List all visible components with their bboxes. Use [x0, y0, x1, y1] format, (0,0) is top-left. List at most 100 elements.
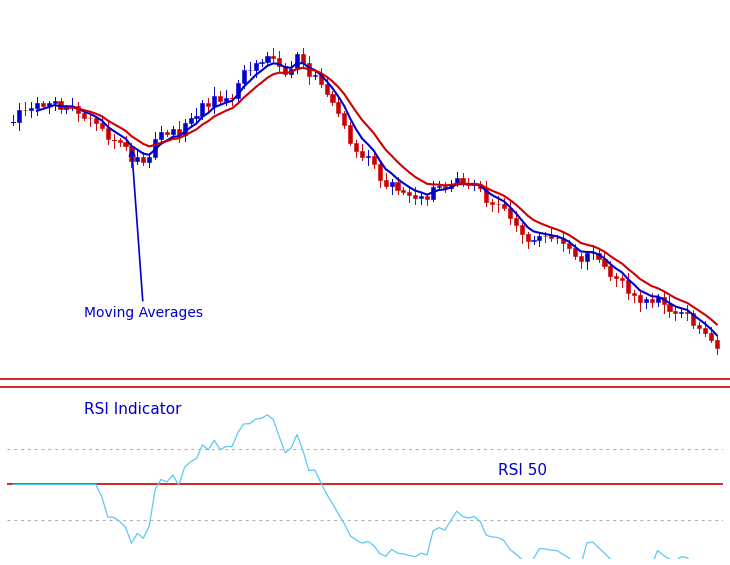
Bar: [82, 113, 86, 118]
Bar: [277, 58, 281, 66]
Bar: [236, 82, 240, 98]
Bar: [53, 101, 57, 103]
Bar: [331, 94, 334, 102]
Bar: [443, 185, 447, 188]
Bar: [490, 202, 494, 203]
Bar: [41, 103, 45, 106]
Bar: [100, 123, 104, 128]
Bar: [626, 280, 630, 293]
Bar: [377, 164, 382, 180]
Bar: [354, 144, 358, 151]
Bar: [502, 204, 506, 207]
Bar: [200, 103, 204, 116]
Bar: [419, 196, 423, 198]
Bar: [295, 54, 299, 69]
Bar: [608, 266, 612, 276]
Bar: [691, 313, 695, 325]
Bar: [650, 299, 654, 302]
Bar: [390, 182, 393, 186]
Bar: [17, 110, 21, 122]
Bar: [259, 62, 264, 63]
Bar: [35, 103, 39, 108]
Bar: [697, 325, 701, 328]
Bar: [472, 184, 477, 185]
Text: Moving Averages: Moving Averages: [84, 151, 203, 320]
Bar: [360, 151, 364, 157]
Bar: [224, 98, 228, 101]
Bar: [141, 157, 145, 162]
Bar: [135, 157, 139, 160]
Bar: [266, 56, 269, 62]
Bar: [614, 276, 618, 278]
Bar: [673, 311, 677, 314]
Bar: [402, 190, 405, 192]
Bar: [537, 236, 542, 240]
Bar: [567, 243, 571, 248]
Bar: [177, 129, 181, 136]
Bar: [253, 63, 258, 70]
Bar: [579, 257, 583, 261]
Bar: [407, 192, 412, 195]
Bar: [94, 118, 98, 123]
Bar: [644, 299, 648, 302]
Bar: [337, 102, 340, 114]
Bar: [366, 156, 370, 157]
Bar: [318, 75, 323, 84]
Bar: [449, 184, 453, 188]
Bar: [478, 184, 483, 188]
Bar: [514, 219, 518, 225]
Bar: [123, 142, 128, 146]
Bar: [325, 84, 328, 94]
Bar: [372, 156, 376, 164]
Bar: [561, 238, 565, 243]
Bar: [508, 207, 512, 219]
Bar: [661, 297, 666, 305]
Bar: [106, 128, 110, 140]
Bar: [348, 125, 353, 144]
Bar: [153, 139, 157, 157]
Bar: [596, 253, 601, 259]
Bar: [620, 278, 624, 280]
Bar: [283, 66, 287, 73]
Bar: [520, 225, 523, 234]
Bar: [171, 129, 175, 134]
Bar: [425, 196, 429, 199]
Bar: [76, 106, 80, 113]
Bar: [212, 95, 216, 106]
Bar: [526, 234, 530, 241]
Bar: [29, 108, 33, 110]
Bar: [182, 123, 187, 136]
Bar: [602, 259, 607, 266]
Bar: [147, 157, 151, 162]
Bar: [703, 328, 707, 333]
Bar: [384, 180, 388, 186]
Bar: [301, 54, 305, 63]
Bar: [396, 182, 399, 190]
Bar: [496, 203, 500, 204]
Bar: [685, 312, 689, 313]
Bar: [207, 103, 210, 106]
Bar: [466, 183, 471, 185]
Bar: [188, 118, 193, 123]
Text: RSI 50: RSI 50: [498, 463, 547, 478]
Bar: [667, 305, 672, 311]
Bar: [218, 95, 222, 101]
Bar: [272, 56, 275, 58]
Bar: [159, 132, 163, 139]
Bar: [431, 188, 435, 199]
Bar: [129, 146, 134, 160]
Bar: [484, 188, 488, 202]
Bar: [638, 295, 642, 302]
Bar: [118, 140, 122, 142]
Bar: [531, 240, 536, 241]
Bar: [573, 248, 577, 257]
Bar: [165, 132, 169, 134]
Bar: [47, 103, 51, 106]
Bar: [715, 340, 719, 347]
Bar: [289, 69, 293, 73]
Bar: [632, 293, 636, 295]
Bar: [58, 101, 63, 108]
Bar: [461, 179, 464, 183]
Bar: [585, 253, 589, 261]
Bar: [64, 106, 69, 108]
